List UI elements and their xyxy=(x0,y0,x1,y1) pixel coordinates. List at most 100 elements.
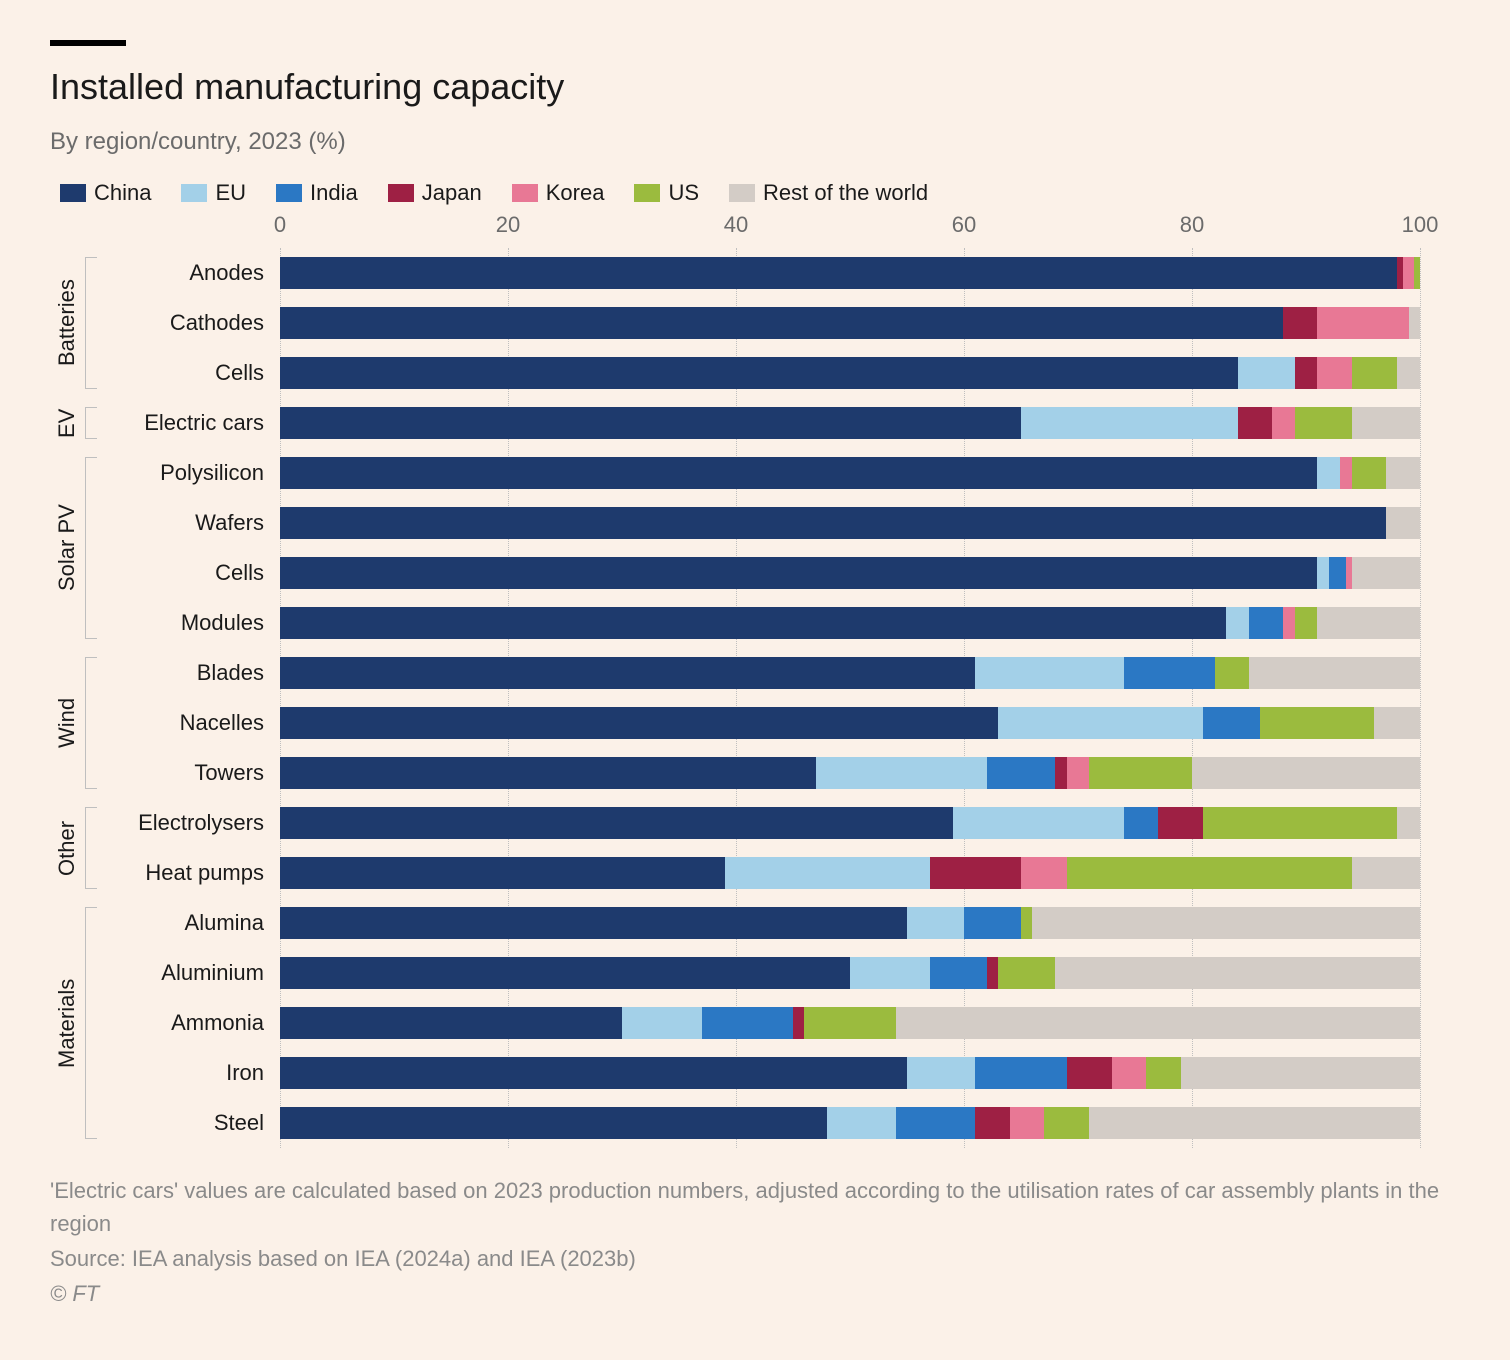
row-label: Aluminium xyxy=(110,960,280,986)
bar-segment xyxy=(1374,707,1420,739)
bar-segment xyxy=(998,957,1055,989)
bar-track xyxy=(280,607,1420,639)
axis-tick-label: 40 xyxy=(724,212,748,238)
bar-segment xyxy=(964,907,1021,939)
row-label: Anodes xyxy=(110,260,280,286)
bar-segment xyxy=(1158,807,1204,839)
group-bracket xyxy=(85,257,97,389)
bar-segment xyxy=(1055,757,1066,789)
bar-segment xyxy=(1021,407,1238,439)
group-bracket xyxy=(85,407,97,439)
row-label: Modules xyxy=(110,610,280,636)
bar-segment xyxy=(1089,757,1192,789)
legend-swatch xyxy=(729,184,755,202)
bar-segment xyxy=(1386,457,1420,489)
bar-track xyxy=(280,507,1420,539)
chart-container: Installed manufacturing capacity By regi… xyxy=(0,0,1510,1342)
bar-segment xyxy=(1272,407,1295,439)
group-bracket xyxy=(85,457,97,639)
bar-track xyxy=(280,307,1420,339)
bar-segment xyxy=(280,257,1397,289)
bar-segment xyxy=(1067,1057,1113,1089)
chart-title: Installed manufacturing capacity xyxy=(50,66,1460,108)
bar-segment xyxy=(1329,557,1346,589)
row-label: Cathodes xyxy=(110,310,280,336)
chart-row: Anodes xyxy=(280,248,1420,298)
legend-swatch xyxy=(181,184,207,202)
bar-segment xyxy=(804,1007,895,1039)
footnote-line: 'Electric cars' values are calculated ba… xyxy=(50,1174,1460,1240)
bar-segment xyxy=(1215,657,1249,689)
footnotes: 'Electric cars' values are calculated ba… xyxy=(50,1174,1460,1310)
bar-segment xyxy=(1146,1057,1180,1089)
bar-segment xyxy=(907,1057,975,1089)
bar-segment xyxy=(1352,857,1420,889)
legend-swatch xyxy=(512,184,538,202)
bar-segment xyxy=(1295,607,1318,639)
footnote-line: Source: IEA analysis based on IEA (2024a… xyxy=(50,1242,1460,1275)
axis-tick-label: 100 xyxy=(1402,212,1439,238)
gridline xyxy=(1420,248,1421,1148)
bar-segment xyxy=(975,1057,1066,1089)
bar-segment xyxy=(280,807,953,839)
legend-label: China xyxy=(94,180,151,206)
bar-segment xyxy=(280,657,975,689)
group-label: EV xyxy=(52,407,82,439)
group-label: Other xyxy=(52,807,82,889)
bar-segment xyxy=(1317,307,1408,339)
bar-segment xyxy=(975,1107,1009,1139)
legend-item: India xyxy=(276,180,358,206)
bar-segment xyxy=(1226,607,1249,639)
row-label: Blades xyxy=(110,660,280,686)
chart-row: Wafers xyxy=(280,498,1420,548)
chart-row: Aluminium xyxy=(280,948,1420,998)
bar-segment xyxy=(930,857,1021,889)
row-label: Cells xyxy=(110,360,280,386)
bar-segment xyxy=(1010,1107,1044,1139)
bar-segment xyxy=(1403,257,1414,289)
bar-segment xyxy=(280,507,1386,539)
chart-row: Alumina xyxy=(280,898,1420,948)
bar-segment xyxy=(930,957,987,989)
bars-wrap: AnodesCathodesCellsBatteriesElectric car… xyxy=(280,248,1420,1148)
bar-segment xyxy=(1044,1107,1090,1139)
bar-segment xyxy=(280,1107,827,1139)
axis-tick-label: 20 xyxy=(496,212,520,238)
row-label: Electric cars xyxy=(110,410,280,436)
row-label: Alumina xyxy=(110,910,280,936)
legend-label: EU xyxy=(215,180,246,206)
bar-segment xyxy=(1397,357,1420,389)
bar-segment xyxy=(280,357,1238,389)
bar-segment xyxy=(850,957,930,989)
bar-segment xyxy=(953,807,1124,839)
legend-swatch xyxy=(388,184,414,202)
legend-item: Rest of the world xyxy=(729,180,928,206)
bar-segment xyxy=(725,857,930,889)
bar-segment xyxy=(1249,607,1283,639)
bar-segment xyxy=(1067,757,1090,789)
bar-segment xyxy=(1238,407,1272,439)
chart-row: Blades xyxy=(280,648,1420,698)
bar-segment xyxy=(1112,1057,1146,1089)
credit: © FT xyxy=(50,1277,1460,1310)
bar-segment xyxy=(622,1007,702,1039)
bar-segment xyxy=(1192,757,1420,789)
bar-segment xyxy=(1317,607,1420,639)
bar-segment xyxy=(1352,557,1420,589)
legend-swatch xyxy=(60,184,86,202)
bar-track xyxy=(280,557,1420,589)
bar-track xyxy=(280,357,1420,389)
bar-segment xyxy=(1295,357,1318,389)
group-label: Materials xyxy=(52,907,82,1139)
axis-tick-label: 60 xyxy=(952,212,976,238)
chart-row: Towers xyxy=(280,748,1420,798)
chart-row: Polysilicon xyxy=(280,448,1420,498)
bar-segment xyxy=(280,1057,907,1089)
bar-track xyxy=(280,757,1420,789)
bar-segment xyxy=(1055,957,1420,989)
chart-subtitle: By region/country, 2023 (%) xyxy=(50,128,1460,156)
row-label: Iron xyxy=(110,1060,280,1086)
bar-segment xyxy=(1283,607,1294,639)
bar-segment xyxy=(975,657,1123,689)
legend-label: Korea xyxy=(546,180,605,206)
